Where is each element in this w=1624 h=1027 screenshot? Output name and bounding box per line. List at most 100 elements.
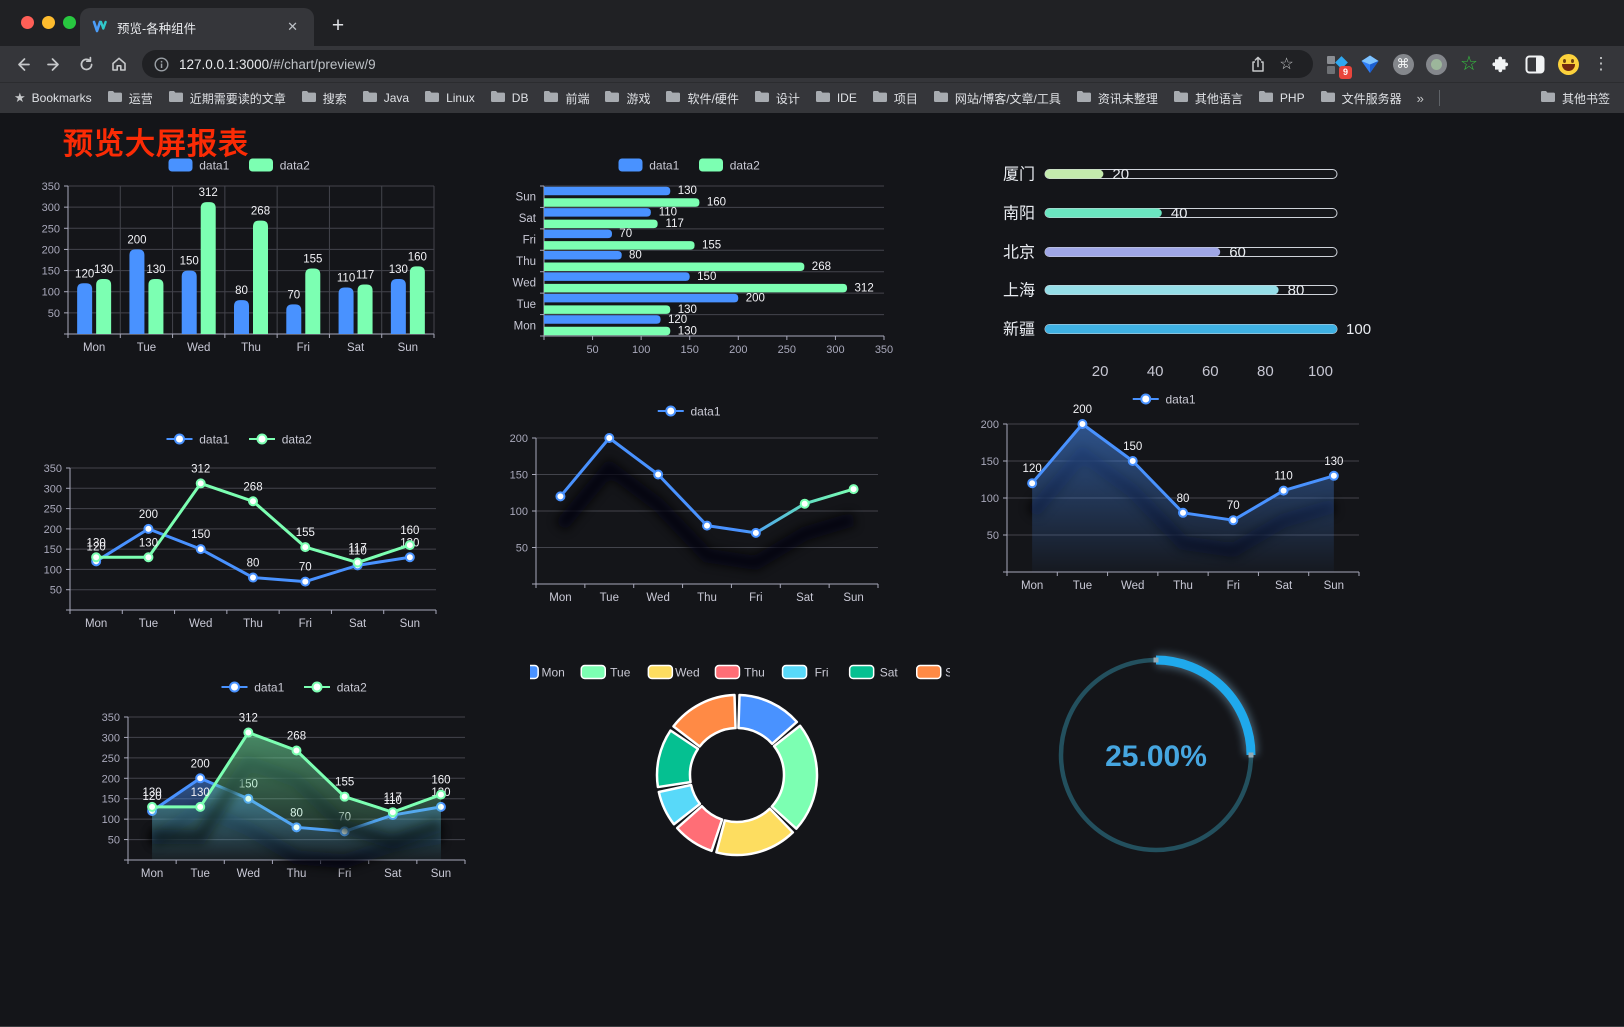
svg-text:80: 80	[1177, 493, 1190, 505]
folder-icon	[107, 90, 123, 106]
svg-text:160: 160	[431, 775, 450, 787]
bookmark-folder-label: 文件服务器	[1341, 91, 1402, 106]
bookmark-folder-label: 近期需要读的文章	[189, 91, 286, 106]
bookmark-folder[interactable]: IDE	[815, 90, 857, 106]
bookmarks-label: Bookmarks	[31, 91, 92, 105]
svg-text:150: 150	[697, 271, 716, 283]
svg-text:Wed: Wed	[675, 666, 699, 680]
horizontal-bar-chart[interactable]: Sun Sat Fri Thu Wed Tue Mon 50 100 150 200 250 300 35…	[480, 146, 900, 362]
browser-menu-button[interactable]: ⋮	[1586, 50, 1616, 78]
svg-text:155: 155	[303, 253, 322, 265]
extension-panel[interactable]	[1520, 50, 1550, 78]
svg-text:Mon: Mon	[141, 868, 163, 880]
bookmark-folder[interactable]: 游戏	[604, 90, 650, 107]
two-series-area-chart[interactable]: 50 100 150 200 250 300 350 Mon Tue Wed Thu Fri Sat Su…	[85, 672, 505, 888]
svg-text:130: 130	[1324, 456, 1343, 468]
bookmark-folder[interactable]: 网站/博客/文章/工具	[933, 90, 1061, 107]
extension-recorder[interactable]	[1421, 50, 1451, 78]
site-info-icon[interactable]	[154, 56, 169, 72]
bookmark-folder[interactable]: Linux	[424, 90, 475, 106]
folder-icon	[754, 90, 770, 106]
extension-tampermonkey[interactable]: 9	[1322, 50, 1352, 79]
forward-button[interactable]	[40, 50, 69, 78]
svg-text:20: 20	[1092, 363, 1109, 380]
svg-text:Sat: Sat	[880, 666, 899, 680]
bookmark-folder[interactable]: Java	[362, 90, 409, 106]
bookmark-folder[interactable]: DB	[490, 90, 528, 106]
bookmark-folder[interactable]: 运营	[107, 90, 153, 107]
svg-text:Sat: Sat	[384, 868, 402, 880]
extension-emoji[interactable]	[1553, 50, 1583, 78]
svg-text:Mon: Mon	[85, 618, 107, 630]
extension-command[interactable]: ⌘	[1388, 50, 1418, 78]
share-icon	[1251, 56, 1264, 72]
week-donut-chart[interactable]: Mon Tue Wed Thu Fri Sat Sun	[530, 660, 950, 885]
area-two-series-svg: 50 100 150 200 250 300 350 Mon Tue Wed Thu Fri Sat Su…	[102, 681, 466, 880]
emoji-face-icon	[1557, 53, 1579, 75]
bookmarks-overflow-chevron[interactable]: »	[1416, 90, 1424, 106]
svg-text:268: 268	[251, 206, 270, 218]
split-panel-icon	[1525, 55, 1545, 73]
bookmark-folder[interactable]: PHP	[1258, 90, 1305, 106]
svg-text:300: 300	[826, 344, 844, 356]
folder-icon	[543, 90, 559, 106]
svg-text:150: 150	[191, 529, 210, 541]
city-progress-chart[interactable]: 厦门 20 南阳 40 北京 60 上海 80 新疆 100 20 40 60 80 100	[975, 146, 1395, 386]
svg-text:70: 70	[1227, 500, 1240, 512]
url-bar[interactable]: 127.0.0.1:3000/#/chart/preview/9 ☆	[142, 50, 1313, 78]
zoom-window-button[interactable]	[63, 16, 76, 29]
grouped-bar-chart[interactable]: 50 100 150 200 250 300 350 Mon Tue Wed Thu Fri Sat Su…	[30, 146, 450, 362]
bookmarks-manager[interactable]: ★ Bookmarks	[14, 90, 92, 106]
minimize-window-button[interactable]	[42, 16, 55, 29]
percentage-gauge[interactable]: 25.00%	[1035, 635, 1285, 885]
record-dot-icon	[1425, 53, 1447, 75]
folder-icon	[1173, 90, 1189, 106]
bookmark-folder-label: 网站/博客/文章/工具	[954, 91, 1061, 106]
svg-text:data1: data1	[199, 159, 229, 173]
extensions-puzzle-button[interactable]	[1487, 50, 1517, 78]
forward-icon	[47, 57, 59, 71]
other-bookmarks-folder[interactable]: 其他书签	[1540, 90, 1610, 107]
two-series-line-chart[interactable]: 50 100 150 200 250 300 350 Mon Tue Wed Thu Fri Sat Su…	[30, 424, 450, 640]
extension-star[interactable]: ☆	[1454, 50, 1484, 78]
back-button[interactable]	[8, 50, 37, 78]
svg-text:100: 100	[1308, 363, 1333, 380]
green-star-icon: ☆	[1460, 53, 1478, 75]
svg-text:Tue: Tue	[139, 618, 158, 630]
bookmark-folder[interactable]: 项目	[872, 90, 918, 107]
svg-text:Sun: Sun	[398, 342, 418, 354]
bookmark-folder[interactable]: 资讯未整理	[1076, 90, 1158, 107]
browser-tab[interactable]: 预览-各种组件 ✕	[80, 8, 314, 46]
bookmark-folder[interactable]: 搜索	[301, 90, 347, 107]
svg-text:130: 130	[146, 264, 165, 276]
bookmark-folder[interactable]: 前端	[543, 90, 589, 107]
svg-text:Fri: Fri	[1227, 580, 1240, 592]
home-button[interactable]	[104, 50, 133, 78]
tab-close-icon[interactable]: ✕	[287, 19, 298, 34]
gradient-line-chart[interactable]: 50 100 150 200 Mon Tue Wed Thu Fri Sat Sun data1	[480, 396, 900, 612]
folder-icon	[604, 90, 620, 106]
svg-text:Wed: Wed	[1121, 580, 1144, 592]
new-tab-button[interactable]: +	[331, 14, 345, 37]
share-button[interactable]	[1243, 50, 1272, 78]
bookmark-page-button[interactable]: ☆	[1272, 50, 1301, 78]
svg-text:250: 250	[42, 223, 60, 235]
svg-text:上海: 上海	[1003, 282, 1035, 300]
svg-text:160: 160	[707, 197, 726, 209]
bookmark-folder[interactable]: 设计	[754, 90, 800, 107]
close-window-button[interactable]	[21, 16, 34, 29]
bookmark-folder[interactable]: 近期需要读的文章	[168, 90, 286, 107]
svg-text:data2: data2	[282, 433, 312, 447]
bookmark-folder[interactable]: 软件/硬件	[665, 90, 739, 107]
svg-text:Fri: Fri	[815, 666, 829, 680]
svg-text:50: 50	[50, 585, 62, 597]
bookmark-folder[interactable]: 文件服务器	[1320, 90, 1402, 107]
svg-text:100: 100	[981, 493, 999, 505]
bookmark-folder[interactable]: 其他语言	[1173, 90, 1243, 107]
svg-text:Tue: Tue	[191, 868, 210, 880]
svg-text:130: 130	[678, 304, 697, 316]
svg-text:40: 40	[1147, 363, 1164, 380]
extension-gem[interactable]	[1355, 50, 1385, 78]
reload-button[interactable]	[72, 50, 101, 78]
area-line-chart[interactable]: 50 100 150 200 Mon Tue Wed Thu Fri Sat Sun 120 200 15…	[955, 384, 1375, 596]
